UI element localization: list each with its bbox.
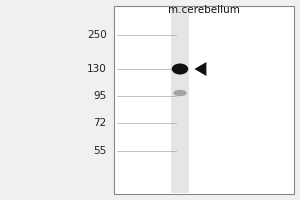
Bar <box>171 7 189 193</box>
Text: 72: 72 <box>93 118 106 128</box>
Text: 55: 55 <box>93 146 106 156</box>
Text: m.cerebellum: m.cerebellum <box>168 5 240 15</box>
Text: 250: 250 <box>87 30 106 40</box>
Ellipse shape <box>173 90 187 96</box>
Polygon shape <box>194 62 206 76</box>
Text: 130: 130 <box>87 64 106 74</box>
Bar <box>114 6 294 194</box>
Text: 95: 95 <box>93 91 106 101</box>
Ellipse shape <box>172 64 188 74</box>
